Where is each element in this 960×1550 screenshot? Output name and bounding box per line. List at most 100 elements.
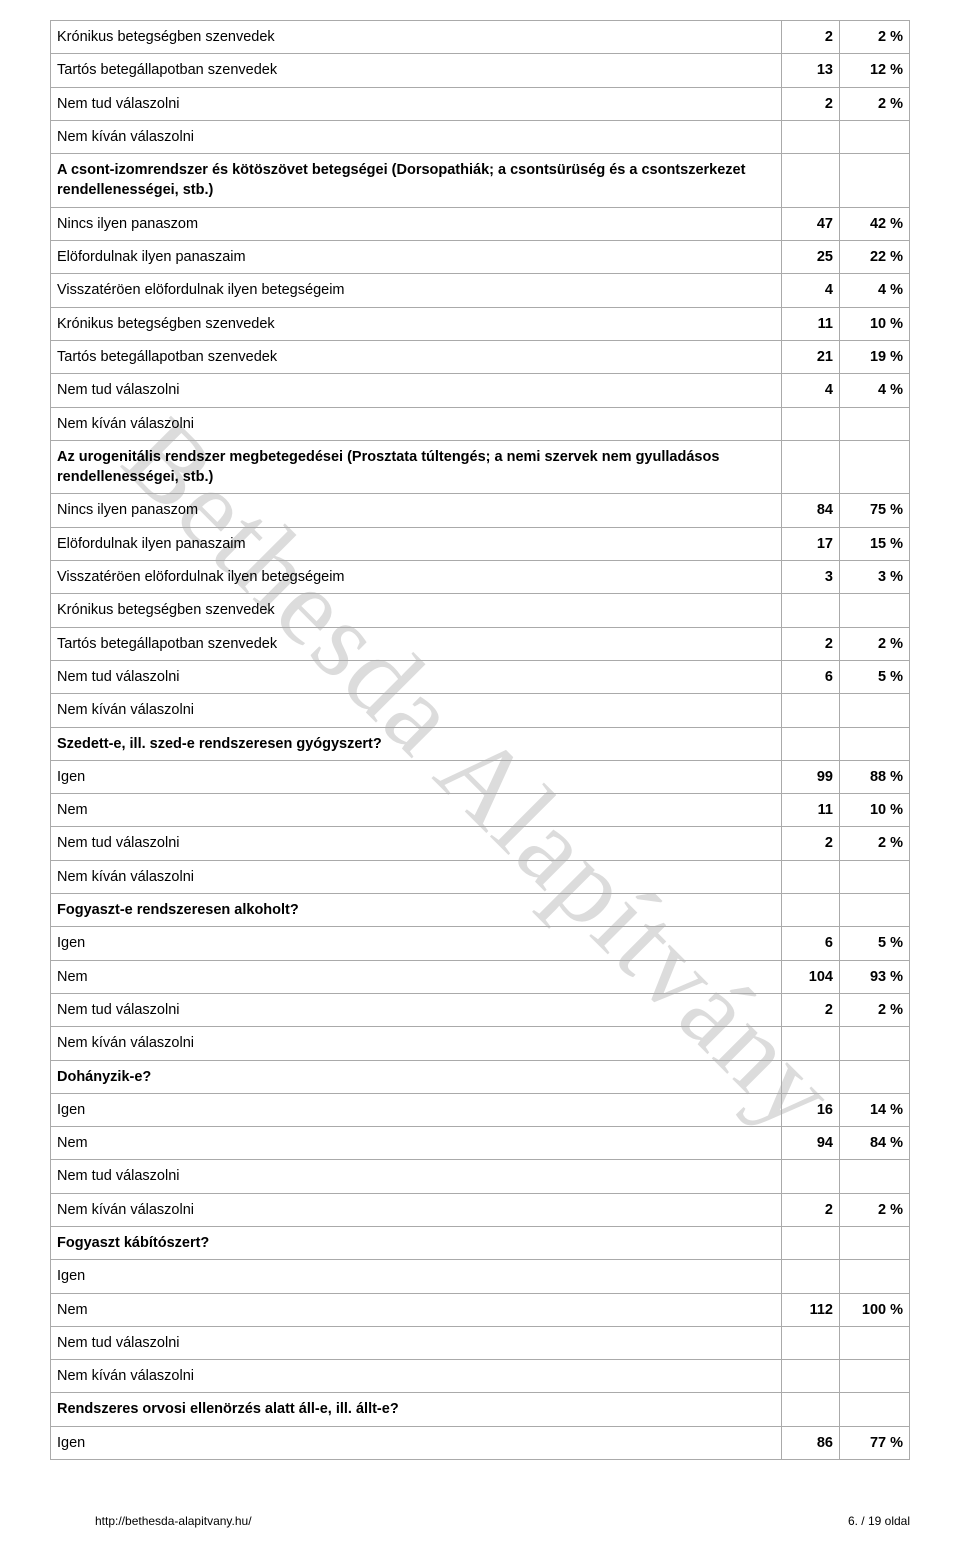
row-count: 2 [782,1193,840,1226]
row-percent [840,594,910,627]
table-row: Nem tud válaszolni [51,1326,910,1359]
table-row: Nem1110 % [51,794,910,827]
table-row: Nem9484 % [51,1127,910,1160]
table-row: Elöfordulnak ilyen panaszaim1715 % [51,527,910,560]
row-label: Nem [51,960,782,993]
row-count: 17 [782,527,840,560]
row-count [782,1226,840,1259]
row-label: Fogyaszt kábítószert? [51,1226,782,1259]
row-label: Fogyaszt-e rendszeresen alkoholt? [51,894,782,927]
row-label: Nem tud válaszolni [51,1160,782,1193]
row-percent: 2 % [840,993,910,1026]
row-count: 2 [782,21,840,54]
row-label: Szedett-e, ill. szed-e rendszeresen gyóg… [51,727,782,760]
row-percent: 10 % [840,794,910,827]
table-row: Krónikus betegségben szenvedek22 % [51,21,910,54]
row-label: Nem kíván válaszolni [51,1360,782,1393]
row-count: 6 [782,660,840,693]
row-percent [840,1226,910,1259]
row-count: 4 [782,274,840,307]
row-label: Nem [51,1293,782,1326]
table-row: Nem tud válaszolni [51,1160,910,1193]
row-count: 112 [782,1293,840,1326]
row-count: 2 [782,827,840,860]
row-count [782,727,840,760]
row-count [782,1060,840,1093]
table-row: Visszatéröen elöfordulnak ilyen betegség… [51,561,910,594]
table-row: Igen8677 % [51,1426,910,1459]
row-count: 25 [782,241,840,274]
row-label: Nincs ilyen panaszom [51,494,782,527]
table-row: Az urogenitális rendszer megbetegedései … [51,440,910,494]
row-percent [840,407,910,440]
row-label: Igen [51,1260,782,1293]
row-count: 86 [782,1426,840,1459]
row-count: 84 [782,494,840,527]
row-count [782,1360,840,1393]
row-count [782,154,840,208]
table-row: Tartós betegállapotban szenvedek1312 % [51,54,910,87]
row-count: 16 [782,1093,840,1126]
row-label: Krónikus betegségben szenvedek [51,21,782,54]
table-row: Tartós betegállapotban szenvedek2119 % [51,340,910,373]
row-label: Nem [51,1127,782,1160]
table-row: Krónikus betegségben szenvedek [51,594,910,627]
row-percent [840,894,910,927]
row-count [782,1326,840,1359]
table-row: Fogyaszt kábítószert? [51,1226,910,1259]
row-count [782,694,840,727]
page-content: Krónikus betegségben szenvedek22 %Tartós… [0,0,960,1550]
row-percent: 2 % [840,627,910,660]
table-row: Igen65 % [51,927,910,960]
table-row: Rendszeres orvosi ellenörzés alatt áll-e… [51,1393,910,1426]
table-row: Elöfordulnak ilyen panaszaim2522 % [51,241,910,274]
row-percent [840,1260,910,1293]
table-row: Nem tud válaszolni65 % [51,660,910,693]
row-percent [840,1326,910,1359]
row-label: Nincs ilyen panaszom [51,207,782,240]
row-label: Elöfordulnak ilyen panaszaim [51,527,782,560]
row-percent: 75 % [840,494,910,527]
table-row: Nem kíván válaszolni [51,1027,910,1060]
row-percent [840,727,910,760]
row-label: Az urogenitális rendszer megbetegedései … [51,440,782,494]
row-count: 11 [782,794,840,827]
row-label: Rendszeres orvosi ellenörzés alatt áll-e… [51,1393,782,1426]
row-count: 94 [782,1127,840,1160]
row-label: Nem tud válaszolni [51,827,782,860]
row-count [782,440,840,494]
row-label: Krónikus betegségben szenvedek [51,307,782,340]
table-row: Igen1614 % [51,1093,910,1126]
row-percent: 14 % [840,1093,910,1126]
row-percent: 77 % [840,1426,910,1459]
row-count: 2 [782,993,840,1026]
row-percent [840,1027,910,1060]
row-percent: 22 % [840,241,910,274]
table-row: Visszatéröen elöfordulnak ilyen betegség… [51,274,910,307]
row-label: Tartós betegállapotban szenvedek [51,627,782,660]
row-label: Nem tud válaszolni [51,993,782,1026]
table-row: Nem tud válaszolni22 % [51,87,910,120]
row-percent: 5 % [840,660,910,693]
row-percent: 84 % [840,1127,910,1160]
row-percent: 15 % [840,527,910,560]
row-count: 4 [782,374,840,407]
row-percent [840,1360,910,1393]
row-label: Krónikus betegségben szenvedek [51,594,782,627]
table-row: Nem kíván válaszolni [51,694,910,727]
row-count: 21 [782,340,840,373]
row-label: Tartós betegállapotban szenvedek [51,54,782,87]
row-percent: 19 % [840,340,910,373]
table-row: Nem kíván válaszolni [51,407,910,440]
row-label: Visszatéröen elöfordulnak ilyen betegség… [51,561,782,594]
table-row: Nincs ilyen panaszom4742 % [51,207,910,240]
table-row: Nincs ilyen panaszom8475 % [51,494,910,527]
table-row: Nem tud válaszolni44 % [51,374,910,407]
row-percent: 4 % [840,274,910,307]
row-label: Nem tud válaszolni [51,87,782,120]
table-row: Nem10493 % [51,960,910,993]
row-percent: 10 % [840,307,910,340]
row-count [782,594,840,627]
table-row: Nem kíván válaszolni [51,860,910,893]
row-count: 11 [782,307,840,340]
